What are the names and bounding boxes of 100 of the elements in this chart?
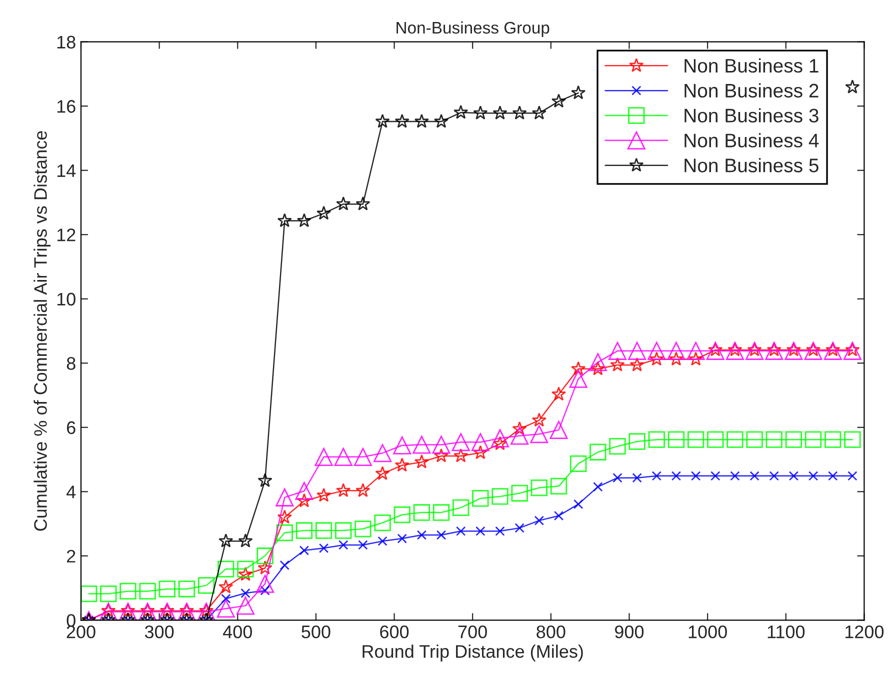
point: [804, 431, 822, 448]
point: [573, 499, 584, 510]
point: [394, 506, 410, 524]
point: [414, 454, 429, 468]
point: [726, 342, 744, 360]
point: [375, 114, 390, 128]
point: [218, 579, 234, 594]
y-tick-label: 10: [57, 292, 76, 306]
y-axis-title: Cumulative % of Commercial Air Trips vs Distance: [34, 131, 50, 531]
point: [471, 433, 490, 452]
point: [706, 342, 724, 360]
point: [240, 588, 250, 598]
point: [686, 342, 705, 360]
legend-label: Non Business 4: [684, 133, 819, 148]
point: [296, 213, 312, 228]
point: [530, 425, 548, 444]
point: [158, 580, 176, 598]
point: [394, 458, 410, 472]
point: [416, 530, 427, 540]
point: [316, 206, 332, 220]
point: [434, 448, 449, 462]
point: [472, 490, 489, 507]
point: [532, 412, 546, 427]
point: [80, 585, 98, 602]
x-axis-title: Round Trip Distance (Miles): [362, 644, 583, 662]
point: [336, 483, 351, 497]
point: [473, 106, 488, 120]
point: [356, 483, 370, 497]
x-tick-label: 600: [380, 625, 409, 638]
point: [336, 196, 351, 210]
point: [218, 560, 234, 578]
point: [667, 342, 686, 360]
point: [258, 560, 272, 574]
point: [550, 478, 568, 495]
point: [510, 426, 529, 445]
point: [198, 577, 215, 594]
point: [690, 471, 701, 481]
point: [590, 444, 606, 460]
point: [630, 357, 644, 372]
point: [276, 524, 293, 542]
point: [492, 488, 508, 505]
point: [139, 582, 156, 600]
x-tick-label: 1100: [768, 625, 805, 638]
point: [280, 560, 290, 570]
point: [454, 448, 468, 462]
point: [746, 431, 763, 448]
point: [534, 516, 544, 526]
y-tick-label: 12: [57, 228, 76, 242]
point: [296, 522, 313, 539]
point: [178, 580, 196, 598]
point: [554, 510, 564, 521]
point: [334, 448, 352, 466]
point: [436, 530, 446, 540]
point: [277, 510, 292, 524]
point: [260, 586, 270, 596]
point: [550, 420, 568, 439]
point: [551, 94, 566, 108]
point: [295, 482, 314, 500]
y-tick-label: 6: [67, 421, 76, 434]
point: [120, 603, 136, 618]
point: [101, 603, 116, 618]
point: [100, 585, 117, 602]
point: [710, 471, 720, 481]
point: [588, 353, 607, 372]
point: [688, 352, 704, 366]
point: [843, 342, 862, 360]
legend-label: Non Business 5: [684, 158, 818, 172]
point: [374, 514, 391, 532]
point: [530, 479, 548, 496]
point: [569, 370, 588, 388]
point: [356, 196, 370, 210]
point: [824, 431, 842, 448]
legend-label: Non Business 3: [684, 108, 818, 122]
point: [687, 431, 704, 448]
point: [397, 534, 407, 544]
x-tick-label: 700: [458, 625, 487, 638]
point: [612, 472, 622, 483]
y-tick-label: 0: [66, 614, 76, 627]
point: [236, 596, 254, 615]
point: [808, 471, 818, 481]
x-tick-label: 1200: [845, 625, 884, 638]
point: [784, 342, 803, 360]
point: [318, 543, 329, 554]
y-tick-label: 8: [66, 357, 76, 370]
x-tick-label: 400: [222, 625, 252, 638]
point: [571, 361, 586, 376]
point: [668, 431, 685, 448]
point: [354, 448, 372, 466]
x-tick-label: 1000: [688, 625, 727, 638]
point: [514, 523, 524, 533]
y-tick-label: 14: [57, 164, 76, 177]
x-tick-label: 900: [615, 625, 644, 638]
x-tick-label: 800: [536, 625, 566, 638]
point: [258, 473, 272, 488]
point: [726, 431, 744, 448]
point: [338, 540, 348, 550]
point: [785, 431, 802, 448]
point: [490, 429, 510, 448]
point: [238, 533, 253, 548]
point: [414, 114, 429, 128]
